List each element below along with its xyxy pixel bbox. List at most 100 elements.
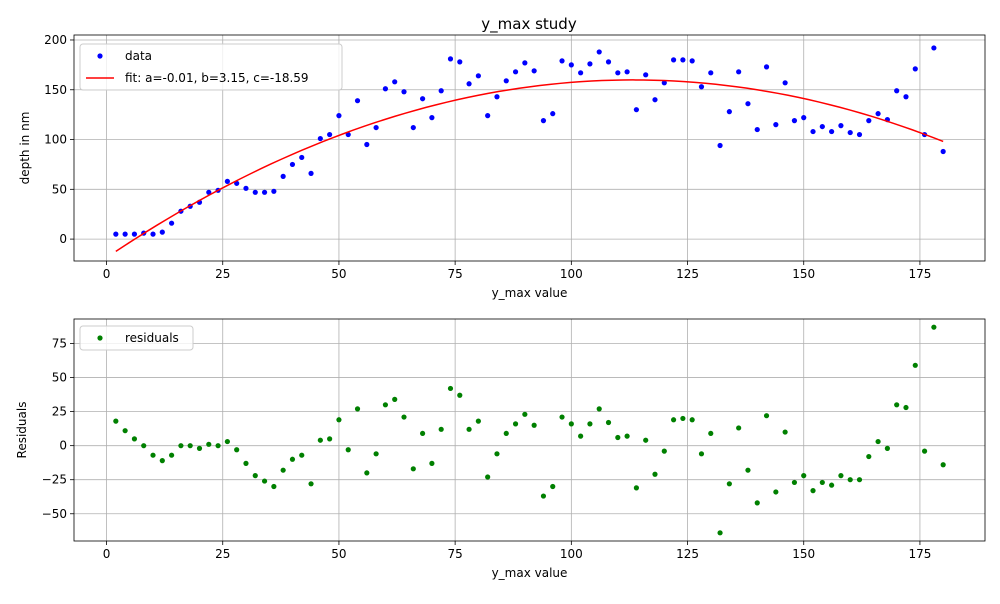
data-point: [829, 128, 835, 135]
data-point: [550, 111, 556, 117]
data-point: [475, 73, 481, 79]
x-tick-label: 0: [103, 547, 111, 561]
residual-point: [698, 451, 705, 457]
residual-point: [633, 485, 640, 491]
data-point: [931, 45, 937, 51]
data-point: [401, 89, 407, 95]
residual-point: [940, 462, 946, 468]
residual-point: [912, 362, 918, 368]
residual-point: [289, 456, 296, 462]
residual-point: [280, 467, 286, 473]
residual-point: [466, 426, 472, 432]
x-tick-label: 100: [560, 547, 583, 561]
legend-entry-label: fit: a=-0.01, b=3.15, c=-18.59: [125, 71, 309, 85]
y-tick-label: 200: [44, 33, 67, 47]
residual-point: [327, 436, 333, 442]
data-point: [856, 131, 863, 138]
data-point: [661, 80, 667, 86]
data-point: [280, 173, 286, 179]
legend-entry-label: residuals: [125, 331, 179, 345]
y-tick-label: 150: [44, 83, 67, 97]
y-tick-label: −25: [42, 473, 67, 487]
data-point: [624, 69, 630, 75]
residual-point: [717, 530, 723, 536]
x-axis-label: y_max value: [492, 566, 568, 580]
x-axis-label: y_max value: [492, 286, 568, 300]
data-point: [680, 57, 686, 63]
residual-point: [894, 402, 900, 408]
data-point: [271, 188, 277, 194]
residual-point: [559, 414, 565, 420]
data-point: [224, 178, 230, 184]
residual-point: [224, 438, 230, 445]
residual-point: [819, 479, 825, 486]
bottom-axes: 0 25 50 75 100 125 150 175 −50 −25 0 25 50 75 y_max va…: [15, 318, 986, 580]
residual-point: [494, 451, 500, 457]
data-point: [503, 78, 509, 84]
y-tick-label: −50: [42, 507, 67, 521]
top-axes: 0 25 50 75 100 125 150 175 0 50 100 150 200 y_max val…: [18, 33, 986, 300]
residual-point: [252, 473, 258, 479]
data-point: [838, 122, 844, 129]
residual-point: [661, 448, 667, 454]
residual-point: [336, 417, 342, 423]
data-point: [531, 68, 537, 74]
data-point: [261, 189, 268, 195]
residual-point: [113, 418, 119, 424]
data-point: [754, 126, 760, 133]
data-point: [559, 58, 565, 64]
residual-point: [392, 396, 398, 402]
data-point: [615, 70, 621, 76]
data-point: [131, 231, 138, 237]
data-point: [847, 129, 853, 136]
data-point: [578, 70, 584, 76]
data-point: [522, 60, 528, 66]
residual-point: [131, 436, 138, 442]
residual-point: [206, 441, 212, 447]
residual-point: [382, 402, 389, 408]
y-tick-label: 25: [52, 405, 67, 419]
data-point: [150, 231, 156, 237]
residual-point: [550, 483, 556, 490]
data-point: [698, 84, 705, 90]
residual-point: [531, 422, 537, 428]
data-point: [689, 58, 695, 64]
residual-point: [745, 467, 751, 473]
residual-point: [364, 470, 370, 476]
data-point: [392, 79, 398, 85]
data-point: [169, 220, 175, 226]
residual-point: [438, 426, 444, 432]
residual-point: [410, 466, 416, 472]
data-point: [866, 118, 872, 124]
residual-point: [317, 437, 323, 443]
residual-point: [605, 419, 612, 426]
data-point: [485, 113, 491, 119]
y-axis-label: depth in nm: [18, 112, 32, 185]
residual-point: [503, 430, 509, 437]
data-point: [736, 69, 742, 75]
data-point: [373, 124, 379, 131]
residual-point: [866, 453, 872, 460]
residual-point: [921, 448, 928, 454]
data-point: [364, 141, 370, 148]
residual-point: [234, 447, 240, 453]
data-point: [875, 111, 881, 117]
x-tick-label: 125: [676, 267, 699, 281]
data-point: [819, 123, 825, 130]
y-tick-label: 100: [44, 133, 67, 147]
residual-point: [159, 458, 165, 464]
data-point: [587, 61, 593, 67]
data-point: [327, 131, 333, 138]
x-tick-label: 50: [331, 267, 346, 281]
y-tick-label: 50: [52, 371, 67, 385]
data-point: [299, 154, 305, 161]
axes-frame: [73, 318, 986, 542]
residual-point: [354, 406, 361, 412]
data-point: [717, 142, 723, 149]
residual-point: [568, 421, 574, 427]
data-point: [726, 109, 732, 115]
residual-point: [763, 413, 770, 419]
x-tick-label: 175: [908, 267, 931, 281]
data-point: [782, 80, 788, 86]
